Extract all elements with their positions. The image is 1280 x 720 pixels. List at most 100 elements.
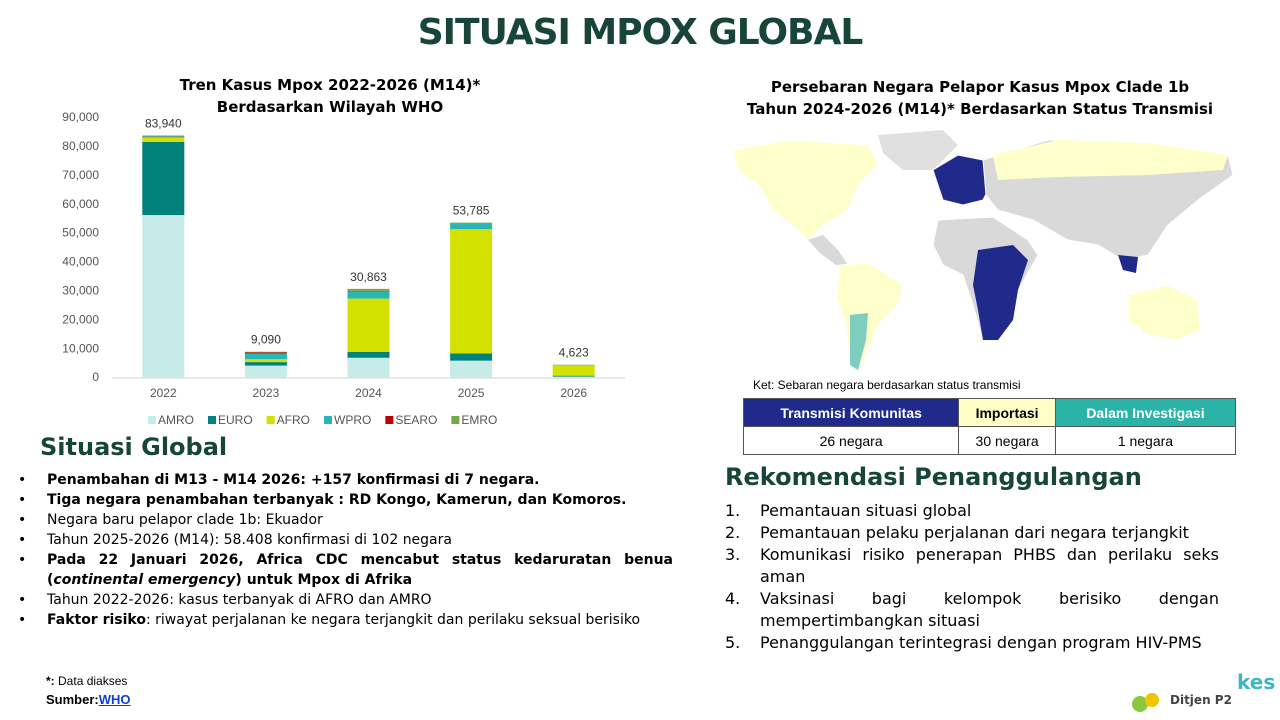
bar-segment <box>552 376 595 378</box>
item-text: Penanggulangan terintegrasi dengan progr… <box>760 633 1202 652</box>
legend-label: EURO <box>218 413 253 427</box>
total-label: 30,863 <box>350 270 387 284</box>
item-text: Vaksinasi bagi kelompok berisiko dengan … <box>760 589 1219 630</box>
recommendation-item: 4. Vaksinasi bagi kelompok berisiko denga… <box>725 588 1219 632</box>
logo-suffix: kes <box>1237 670 1276 694</box>
bullet-text: Penambahan di M13 - M14 2026: +157 konfi… <box>47 472 540 488</box>
situation-list: Penambahan di M13 - M14 2026: +157 konfi… <box>18 470 673 630</box>
item-text: Pemantauan situasi global <box>760 501 972 520</box>
footnote: *: Data diakses <box>46 674 127 688</box>
item-number: 4. <box>725 589 741 608</box>
bullet-text: Tahun 2025-2026 (M14): 58.408 konfirmasi… <box>47 532 452 548</box>
bar-segment <box>244 353 287 360</box>
chart-title: Berdasarkan Wilayah WHO <box>217 98 443 116</box>
africa-east-south <box>973 245 1028 340</box>
y-tick-label: 40,000 <box>62 255 99 269</box>
logo-icon <box>1132 693 1159 712</box>
legend-swatch <box>451 416 460 424</box>
bullet-text: Tahun 2022-2026: kasus terbanyak di AFRO… <box>47 592 432 608</box>
bar-segment <box>244 351 287 353</box>
bullet-item: Faktor risiko: riwayat perjalanan ke neg… <box>18 610 673 630</box>
recommendation-item: 1. Pemantauan situasi global <box>725 500 1219 522</box>
total-label: 4,623 <box>559 346 589 360</box>
table-row: 26 negara 30 negara 1 negara <box>742 426 1237 455</box>
bar-segment <box>244 352 287 354</box>
bar-segment <box>244 365 287 378</box>
bar-segment <box>552 365 595 376</box>
total-label: 9,090 <box>251 333 281 347</box>
recommendation-item: 2. Pemantauan pelaku perjalanan dari nega… <box>725 522 1219 544</box>
status-table: Transmisi Komunitas Importasi Dalam Invest… <box>742 398 1237 455</box>
bullet-item: Tahun 2022-2026: kasus terbanyak di AFRO… <box>18 590 673 610</box>
argentina <box>850 313 868 370</box>
south-america <box>835 262 904 371</box>
table-header-row: Transmisi Komunitas Importasi Dalam Invest… <box>742 398 1237 427</box>
bullet-text: : riwayat perjalanan ke negara terjangki… <box>145 612 641 628</box>
bar-segment <box>244 362 287 366</box>
bar-segment <box>450 360 493 378</box>
y-tick-label: 60,000 <box>62 197 99 211</box>
north-america <box>732 139 879 241</box>
item-number: 3. <box>725 545 741 564</box>
bar-segment <box>142 141 185 216</box>
legend-swatch <box>148 416 156 424</box>
bar-segment <box>142 215 185 378</box>
footnote-mark: *: <box>46 674 55 688</box>
total-label: 53,785 <box>453 204 490 218</box>
bullet-item: Pada 22 Januari 2026, Africa CDC mencabu… <box>18 550 673 590</box>
bar-segment <box>450 224 493 230</box>
item-text: Komunikasi risiko penerapan PHBS dan per… <box>760 545 1219 586</box>
bar-segment <box>142 136 185 138</box>
world-map <box>732 130 1234 371</box>
y-tick-label: 80,000 <box>62 139 99 153</box>
total-label: 83,940 <box>145 117 182 131</box>
x-tick-label: 2022 <box>150 386 177 400</box>
legend-label: WPRO <box>334 413 371 427</box>
bar-segment <box>347 352 390 358</box>
bar-segment <box>142 135 185 137</box>
bar-segment <box>347 291 390 299</box>
x-tick-label: 2026 <box>560 386 587 400</box>
bullet-item: Negara baru pelapor clade 1b: Ekuador <box>18 510 673 530</box>
map-title-line: Persebaran Negara Pelapor Kasus Mpox Cla… <box>770 78 1190 96</box>
bar-segment <box>347 288 390 291</box>
greenland <box>878 130 958 170</box>
map-title-line: Tahun 2024-2026 (M14)* Berdasarkan Statu… <box>746 100 1214 118</box>
source-label: Sumber: <box>46 692 99 707</box>
russia <box>993 140 1228 180</box>
bar-segment <box>450 229 493 354</box>
bullet-text: continental emergency <box>53 572 236 588</box>
bar-segment <box>450 353 493 361</box>
bullet-text: Pada 22 Januari 2026, Africa CDC mencabu… <box>47 552 673 588</box>
logo-text: Ditjen P2 <box>1170 693 1232 707</box>
source: Sumber:WHO <box>46 692 131 707</box>
item-number: 2. <box>725 523 741 542</box>
bullet-item: Penambahan di M13 - M14 2026: +157 konfi… <box>18 470 673 490</box>
legend-label: AMRO <box>158 413 194 427</box>
y-tick-label: 50,000 <box>62 226 99 240</box>
item-number: 1. <box>725 501 741 520</box>
x-tick-label: 2023 <box>253 386 280 400</box>
bullet-item: Tiga negara penambahan terbanyak : RD Ko… <box>18 490 673 510</box>
section-heading: Rekomendasi Penanggulangan <box>725 463 1142 491</box>
bar-segment <box>450 222 493 224</box>
bar-segment <box>142 137 185 142</box>
legend-swatch <box>324 416 333 424</box>
y-tick-label: 0 <box>92 370 99 384</box>
map-note: Ket: Sebaran negara berdasarkan status t… <box>753 378 1021 392</box>
bar-segment <box>244 359 287 363</box>
source-link[interactable]: WHO <box>98 692 131 707</box>
y-tick-label: 70,000 <box>62 168 99 182</box>
bullet-item: Tahun 2025-2026 (M14): 58.408 konfirmasi… <box>18 530 673 550</box>
table-cell: 26 negara <box>742 426 960 455</box>
legend-label: AFRO <box>277 413 310 427</box>
map-title: Persebaran Negara Pelapor Kasus Mpox Cla… <box>700 76 1260 120</box>
slide-title: SITUASI MPOX GLOBAL <box>417 12 864 53</box>
legend-swatch <box>385 416 394 424</box>
x-tick-label: 2024 <box>355 386 382 400</box>
bar-segment <box>552 375 595 377</box>
x-tick-label: 2025 <box>458 386 485 400</box>
legend-swatch <box>266 416 275 424</box>
table-header-cell: Transmisi Komunitas <box>742 398 960 427</box>
